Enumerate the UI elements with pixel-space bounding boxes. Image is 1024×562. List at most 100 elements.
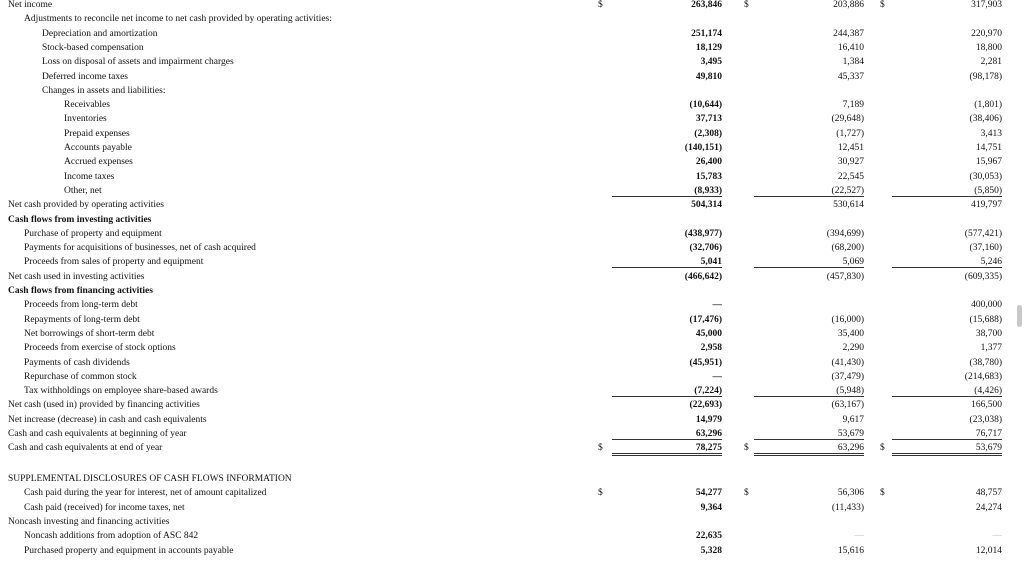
cell-value: — [992, 531, 1003, 542]
table-row: Receivables (10,644) 7,189 (1,801) [0, 98, 1010, 112]
row-label: Repurchase of common stock [24, 371, 137, 382]
cell-value: 7,189 [842, 100, 864, 111]
cell-value: (457,830) [826, 271, 864, 282]
row-label: Cash flows from financing activities [8, 286, 153, 296]
row-label: Payments of cash dividends [24, 357, 130, 368]
table-row: Accounts payable (140,151) 12,451 14,751 [0, 141, 1010, 155]
cell-value: 203,886 [833, 0, 864, 10]
cell-value: 251,174 [691, 28, 722, 39]
row-label: Depreciation and amortization [42, 28, 158, 39]
row-label: Cash paid during the year for interest, … [24, 488, 267, 499]
row-label: Cash and cash equivalents at end of year [8, 443, 163, 454]
cell-value: (10,644) [689, 100, 722, 111]
table-row: Income taxes 15,783 22,545 (30,053) [0, 170, 1010, 184]
row-label: Tax withholdings on employee share-based… [24, 386, 218, 397]
cell-value: 16,410 [837, 42, 864, 53]
cell-value: 15,783 [695, 171, 722, 182]
cell-value: 12,451 [837, 143, 864, 153]
table-row: Noncash investing and financing activiti… [0, 515, 1010, 529]
table-row: Net increase (decrease) in cash and cash… [0, 413, 1010, 427]
row-label: Proceeds from exercise of stock options [24, 343, 176, 354]
cell-value: 76,717 [892, 427, 1002, 440]
table-row: Purchased property and equipment in acco… [0, 544, 1010, 558]
cell-value: 1,377 [980, 343, 1002, 354]
cell-value: — [854, 531, 865, 542]
cell-value: 2,281 [980, 57, 1002, 68]
cell-value: (15,688) [969, 314, 1002, 325]
row-label: Accrued expenses [64, 157, 133, 168]
table-row: Net cash (used in) provided by financing… [0, 398, 1010, 412]
row-label: Net income [8, 0, 53, 10]
cell-value: — [712, 371, 723, 382]
cell-value: (2,308) [694, 128, 722, 139]
table-row: Stock-based compensation 18,129 16,410 18,8… [0, 41, 1010, 55]
cell-value: (11,433) [831, 502, 864, 513]
table-row: Adjustments to reconcile net income to n… [0, 12, 1010, 26]
cell-value: (22,527) [754, 184, 864, 197]
cell-value: 3,413 [980, 128, 1002, 139]
row-label: Net cash provided by operating activitie… [8, 200, 164, 211]
table-row: Repayments of long-term debt (17,476) (16,… [0, 313, 1010, 327]
cell-value: 12,014 [975, 545, 1002, 556]
cell-value: 5,069 [754, 255, 864, 269]
table-row: Cash flows from financing activities [0, 284, 1010, 298]
table-row: Payments of cash dividends (45,951) (41,43… [0, 356, 1010, 370]
row-label: SUPPLEMENTAL DISCLOSURES OF CASH FLOWS I… [8, 474, 292, 484]
cell-value: 37,713 [695, 114, 722, 125]
cell-value: (1,727) [836, 128, 864, 139]
table-row: Accrued expenses 26,400 30,927 15,967 [0, 155, 1010, 169]
cell-value: (577,421) [964, 228, 1002, 239]
cell-value: (38,780) [969, 357, 1002, 368]
row-label: Proceeds from long-term debt [24, 300, 138, 311]
cell-value: (1,801) [974, 100, 1002, 111]
cell-value: 530,614 [833, 200, 864, 211]
row-label: Repayments of long-term debt [24, 314, 140, 325]
cell-value: 22,635 [695, 531, 722, 542]
row-label: Purchased property and equipment in acco… [24, 545, 234, 556]
cell-value: (16,000) [831, 314, 864, 325]
row-label: Purchase of property and equipment [24, 228, 162, 239]
table-row: Net cash provided by operating activitie… [0, 198, 1010, 212]
cell-value: 2,290 [842, 343, 864, 354]
cell-value: 22,545 [837, 171, 864, 182]
table-row: Repurchase of common stock — (37,479) (214,… [0, 370, 1010, 384]
cell-value: (29,648) [831, 114, 864, 125]
row-label: Adjustments to reconcile net income to n… [24, 14, 332, 25]
table-row: Net cash used in investing activities (46… [0, 270, 1010, 284]
cell-value: 53,679 [754, 427, 864, 440]
cell-value: 30,927 [837, 157, 864, 168]
cell-value: 53,679 [892, 441, 1002, 457]
cell-value: (5,850) [892, 184, 1002, 197]
table-row: Noncash additions from adoption of ASC 8… [0, 529, 1010, 543]
cell-value: 48,757 [975, 488, 1002, 499]
row-label: Receivables [64, 100, 110, 111]
cell-value: (37,479) [831, 371, 864, 382]
scrollbar[interactable] [1017, 305, 1022, 327]
cell-value: 63,296 [612, 427, 722, 440]
cell-value: 14,751 [975, 143, 1002, 153]
cell-value: 45,000 [695, 328, 722, 339]
currency-sign: $ [744, 488, 749, 499]
cell-value: 35,400 [837, 328, 864, 339]
cell-value: (394,699) [826, 228, 864, 239]
row-label: Noncash additions from adoption of ASC 8… [24, 531, 199, 542]
table-row: Proceeds from exercise of stock options 2… [0, 341, 1010, 355]
cell-value: 504,314 [691, 200, 722, 211]
row-label: Other, net [64, 185, 102, 196]
cell-value: 3,495 [700, 57, 722, 68]
cell-value: (466,642) [684, 271, 722, 282]
cell-value: (5,948) [754, 384, 864, 398]
table-row: Net income $ $ $263,846 203,886 317,903 [0, 0, 1010, 12]
row-label: Loss on disposal of assets and impairmen… [42, 57, 234, 68]
cell-value: (32,706) [689, 243, 722, 254]
row-label: Stock-based compensation [42, 42, 144, 53]
cell-value: 5,328 [700, 545, 722, 556]
cell-value: (37,160) [969, 243, 1002, 254]
cell-value: 56,306 [837, 488, 864, 499]
table-row: Cash flows from investing activities [0, 213, 1010, 227]
cell-value: (68,200) [831, 243, 864, 254]
cell-value: (214,683) [964, 371, 1002, 382]
cell-value: (4,426) [892, 384, 1002, 398]
cell-value: 18,800 [975, 42, 1002, 53]
